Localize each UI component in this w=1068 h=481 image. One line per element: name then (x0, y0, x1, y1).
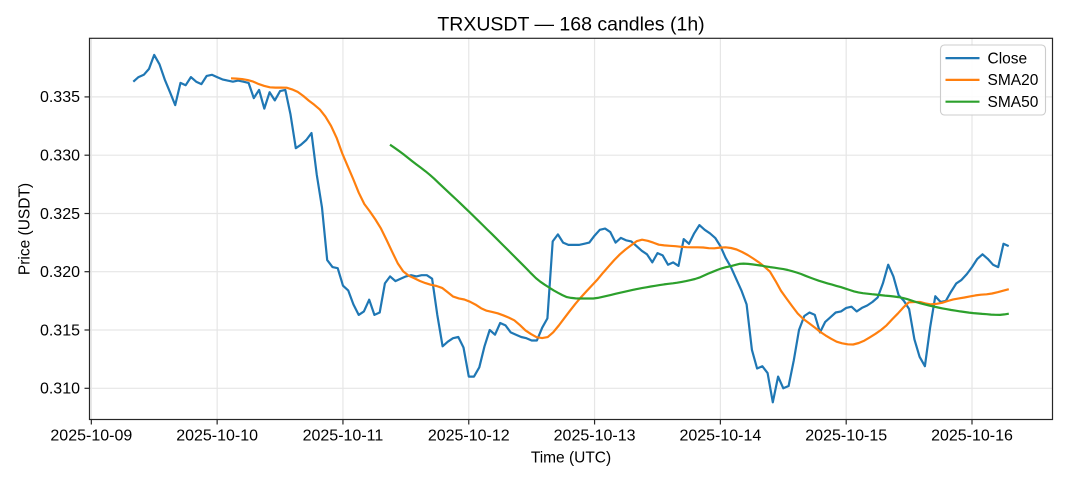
svg-text:2025-10-14: 2025-10-14 (679, 428, 761, 445)
svg-text:0.315: 0.315 (40, 322, 80, 339)
svg-text:2025-10-15: 2025-10-15 (805, 428, 887, 445)
svg-text:Time (UTC): Time (UTC) (531, 449, 611, 466)
svg-text:0.335: 0.335 (40, 89, 80, 106)
svg-text:2025-10-13: 2025-10-13 (554, 428, 636, 445)
svg-text:0.310: 0.310 (40, 381, 80, 398)
svg-text:SMA50: SMA50 (988, 94, 1039, 111)
svg-text:0.325: 0.325 (40, 206, 80, 223)
svg-text:2025-10-11: 2025-10-11 (303, 428, 384, 445)
svg-text:TRXUSDT — 168 candles (1h): TRXUSDT — 168 candles (1h) (437, 13, 704, 35)
svg-text:2025-10-10: 2025-10-10 (176, 428, 258, 445)
svg-text:2025-10-16: 2025-10-16 (931, 428, 1013, 445)
svg-text:0.320: 0.320 (40, 264, 80, 281)
svg-text:Close: Close (988, 50, 1028, 67)
svg-text:Price (USDT): Price (USDT) (17, 183, 34, 275)
svg-text:2025-10-12: 2025-10-12 (428, 428, 510, 445)
svg-text:SMA20: SMA20 (988, 72, 1039, 89)
svg-text:0.330: 0.330 (40, 148, 80, 165)
svg-text:2025-10-09: 2025-10-09 (50, 428, 132, 445)
